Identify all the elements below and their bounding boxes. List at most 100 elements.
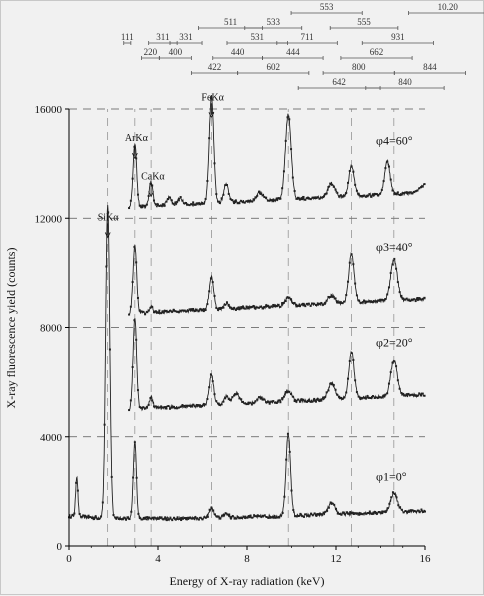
hkl-label: 444	[286, 47, 300, 57]
data-point	[245, 403, 248, 406]
data-point	[286, 432, 289, 435]
x-axis-title: Energy of X-ray radiation (keV)	[169, 574, 324, 588]
data-point	[279, 401, 282, 404]
data-point	[274, 304, 277, 307]
data-point	[366, 395, 369, 398]
data-point	[199, 203, 202, 206]
data-point	[242, 515, 245, 518]
data-point	[215, 306, 218, 309]
data-point	[306, 400, 309, 403]
data-point	[263, 196, 266, 199]
data-point	[263, 514, 266, 517]
data-point	[375, 512, 378, 515]
data-point	[231, 396, 234, 399]
data-point	[407, 191, 410, 194]
data-point	[167, 518, 170, 521]
x-tick-label: 0	[66, 553, 72, 565]
data-point	[121, 518, 124, 521]
data-point	[82, 514, 85, 517]
data-point	[395, 267, 398, 270]
data-point	[290, 393, 293, 396]
data-point	[393, 192, 396, 195]
data-point	[359, 513, 362, 516]
data-point	[379, 396, 382, 399]
data-point	[186, 309, 189, 312]
data-point	[139, 517, 142, 520]
data-point	[137, 512, 140, 515]
data-point	[374, 510, 377, 513]
data-point	[131, 281, 134, 284]
data-point	[332, 384, 335, 387]
data-point	[107, 211, 110, 214]
data-point	[320, 513, 323, 516]
data-point	[323, 193, 326, 196]
data-point	[421, 298, 424, 301]
data-point	[220, 403, 223, 406]
data-point	[185, 202, 188, 205]
data-point	[208, 290, 211, 293]
data-point	[404, 510, 407, 513]
data-point	[244, 516, 247, 519]
data-point	[302, 398, 305, 401]
data-point	[190, 405, 193, 408]
hkl-label: 400	[169, 47, 183, 57]
data-point	[149, 306, 152, 309]
data-point	[71, 513, 74, 516]
hkl-label: 800	[352, 62, 366, 72]
data-point	[274, 401, 277, 404]
data-point	[314, 400, 317, 403]
data-point	[140, 406, 143, 409]
data-point	[261, 194, 264, 197]
data-point	[418, 187, 421, 190]
data-point	[418, 392, 421, 395]
data-point	[314, 304, 317, 307]
data-point	[174, 407, 177, 410]
data-point	[172, 202, 175, 205]
data-point	[217, 402, 220, 405]
data-point	[364, 397, 367, 400]
data-point	[194, 516, 197, 519]
data-point	[272, 516, 275, 519]
data-point	[416, 509, 419, 512]
hkl-label: 111	[121, 32, 134, 42]
data-point	[377, 396, 380, 399]
data-point	[381, 510, 384, 513]
data-point	[363, 396, 366, 399]
data-point	[391, 491, 394, 494]
data-point	[298, 198, 301, 201]
data-point	[281, 511, 284, 514]
data-point	[266, 199, 269, 202]
data-point	[247, 199, 250, 202]
peak-labels: φ1=0° φ2=20° φ3=40° φ4=60° SiKα ArKα CaKα FeKα	[98, 92, 413, 483]
data-point	[375, 396, 378, 399]
data-point	[266, 401, 269, 404]
data-point	[165, 519, 168, 522]
peak-arrow-head	[148, 191, 154, 198]
data-point	[78, 512, 81, 515]
data-point	[199, 405, 202, 408]
data-point	[396, 191, 399, 194]
data-point	[129, 199, 132, 202]
data-point	[339, 396, 342, 399]
data-point	[409, 191, 412, 194]
data-point	[234, 393, 237, 396]
data-point	[292, 509, 295, 512]
data-point	[258, 190, 261, 193]
data-point	[290, 489, 293, 492]
data-point	[354, 512, 357, 515]
data-point	[142, 310, 145, 313]
data-point	[286, 391, 289, 394]
data-point	[290, 148, 293, 151]
data-point	[195, 202, 198, 205]
data-point	[325, 192, 328, 195]
data-point	[407, 510, 410, 513]
data-point	[268, 306, 271, 309]
data-point	[412, 190, 415, 193]
data-point	[330, 183, 333, 186]
data-point	[323, 302, 326, 305]
data-point	[128, 313, 131, 316]
data-point	[291, 302, 294, 305]
data-point	[85, 515, 88, 518]
data-point	[165, 407, 168, 410]
data-point	[277, 197, 280, 200]
